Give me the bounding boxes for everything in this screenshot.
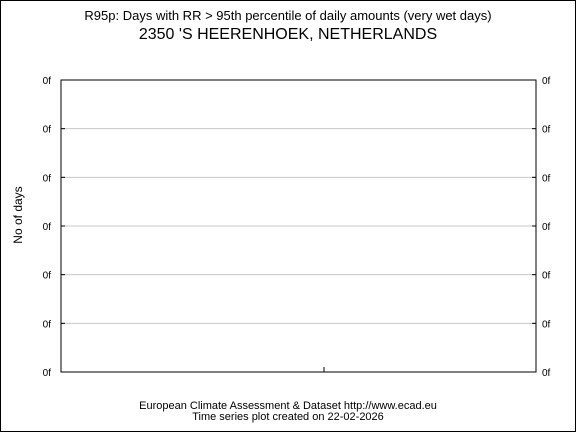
y-tick-label-right: 0f: [542, 319, 551, 330]
y-tick-label-left: 0f: [43, 271, 52, 282]
y-tick-label-left: 0f: [43, 173, 52, 184]
y-tick-label-left: 0f: [43, 222, 52, 233]
y-tick-label-right: 0f: [542, 368, 551, 379]
chart-subtitle: 2350 'S HEERENHOEK, NETHERLANDS: [138, 26, 438, 43]
y-tick-label-right: 0f: [542, 222, 551, 233]
y-tick-label-left: 0f: [43, 125, 52, 136]
y-tick-label-right: 0f: [542, 76, 551, 87]
y-tick-label-left: 0f: [43, 368, 52, 379]
chart-title: R95p: Days with RR > 95th percentile of …: [84, 8, 492, 23]
y-tick-label-right: 0f: [542, 271, 551, 282]
y-tick-label-right: 0f: [542, 173, 551, 184]
y-tick-label-left: 0f: [43, 76, 52, 87]
footer-created: Time series plot created on 22-02-2026: [192, 411, 384, 423]
footer-source: European Climate Assessment & Dataset ht…: [139, 400, 437, 412]
y-axis-label: No of days: [11, 186, 25, 243]
y-tick-label-left: 0f: [43, 319, 52, 330]
grid-lines: [61, 128, 536, 324]
axis-ticks: 0f 0f 0f 0f 0f 0f 0f 0f 0f 0f 0f 0f 0f 0f: [43, 76, 551, 379]
y-tick-label-right: 0f: [542, 125, 551, 136]
